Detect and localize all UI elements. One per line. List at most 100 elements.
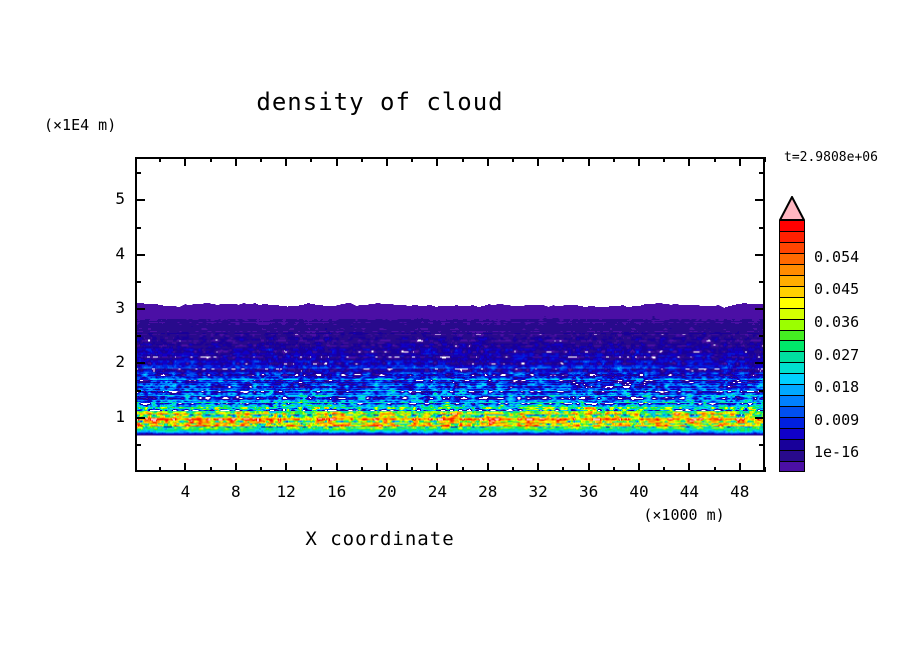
x-tick-minor xyxy=(310,467,313,472)
colorbar-segment xyxy=(779,329,805,341)
y-tick-minor-right xyxy=(759,443,765,446)
y-tick-label: 4 xyxy=(115,243,125,263)
colorbar-tick-label: 0.027 xyxy=(814,345,860,364)
x-tick-label: 20 xyxy=(377,482,397,501)
colorbar-segment xyxy=(779,285,805,297)
x-tick-minor-top xyxy=(612,157,615,162)
x-tick-major xyxy=(335,463,338,472)
x-tick-major xyxy=(638,463,640,472)
y-tick-major-right xyxy=(755,362,765,365)
x-tick-minor xyxy=(562,467,565,472)
y-tick-label: 3 xyxy=(115,298,125,318)
x-tick-major xyxy=(234,463,237,472)
x-axis-title: X coordinate xyxy=(305,528,455,550)
y-tick-label: 5 xyxy=(115,189,125,209)
y-tick-major xyxy=(135,253,145,256)
x-tick-major-top xyxy=(436,157,439,166)
x-tick-minor xyxy=(260,467,262,472)
x-tick-minor-top xyxy=(512,157,514,162)
colorbar-segment xyxy=(779,428,805,440)
x-tick-minor xyxy=(713,467,716,472)
y-tick-minor-right xyxy=(759,172,765,175)
x-tick-label: 12 xyxy=(276,482,296,501)
y-tick-major xyxy=(135,416,145,419)
y-tick-minor-right xyxy=(759,389,765,392)
x-tick-major-top xyxy=(285,157,288,166)
x-tick-major-top xyxy=(386,157,388,166)
colorbar-segment xyxy=(779,460,805,472)
x-tick-label: 28 xyxy=(478,482,498,501)
chart-title: density of cloud xyxy=(256,88,504,116)
colorbar-segment xyxy=(779,263,805,275)
colorbar-segment xyxy=(779,439,805,451)
x-tick-minor xyxy=(764,467,766,472)
x-tick-minor xyxy=(461,467,464,472)
x-tick-label: 40 xyxy=(629,482,649,501)
y-axis-unit-label: (×1E4 m) xyxy=(44,116,117,134)
x-tick-minor-top xyxy=(260,157,262,162)
y-tick-minor xyxy=(135,280,141,283)
colorbar-tick-label: 1e-16 xyxy=(814,443,860,462)
x-tick-minor xyxy=(612,467,615,472)
x-tick-major-top xyxy=(184,157,187,166)
colorbar-segment xyxy=(779,351,805,363)
x-tick-major-top xyxy=(537,157,540,166)
x-tick-major xyxy=(436,463,439,472)
colorbar-tick-label: 0.018 xyxy=(814,378,860,397)
x-tick-label: 48 xyxy=(730,482,750,501)
y-tick-major xyxy=(135,362,145,365)
colorbar-segment xyxy=(779,230,805,242)
x-tick-major xyxy=(184,463,187,472)
x-tick-label: 16 xyxy=(326,482,347,501)
x-tick-label: 8 xyxy=(230,482,241,501)
x-tick-major-top xyxy=(234,157,237,166)
colorbar-tick-label: 0.054 xyxy=(814,247,860,266)
colorbar-segment xyxy=(779,384,805,396)
x-tick-major xyxy=(537,463,540,472)
colorbar-segment xyxy=(779,373,805,385)
time-annotation: t=2.9808e+06 xyxy=(784,150,878,165)
colorbar-segment xyxy=(779,406,805,418)
y-tick-major xyxy=(135,199,145,202)
x-tick-major xyxy=(688,463,691,472)
x-tick-label: 4 xyxy=(180,482,191,501)
x-tick-label: 24 xyxy=(427,482,448,501)
x-tick-minor xyxy=(159,467,162,472)
x-tick-minor-top xyxy=(159,157,162,162)
x-tick-major-top xyxy=(335,157,338,166)
x-tick-major-top xyxy=(486,157,489,166)
x-tick-label: 32 xyxy=(528,482,548,501)
y-tick-minor xyxy=(135,335,141,338)
x-tick-major-top xyxy=(738,157,741,166)
x-tick-minor-top xyxy=(562,157,565,162)
x-tick-major xyxy=(587,463,590,472)
y-tick-minor-right xyxy=(759,335,765,338)
x-tick-minor-top xyxy=(360,157,363,162)
colorbar-tick-label: 0.045 xyxy=(814,280,860,299)
x-tick-major-top xyxy=(688,157,691,166)
y-tick-major xyxy=(135,308,145,311)
y-tick-minor xyxy=(135,443,141,446)
y-tick-major-right xyxy=(755,416,765,419)
colorbar-segment xyxy=(779,220,805,231)
y-tick-major-right xyxy=(755,199,765,202)
x-tick-label: 36 xyxy=(578,482,599,501)
y-tick-major-right xyxy=(755,308,765,311)
colorbar-segment xyxy=(779,252,805,264)
y-tick-minor-right xyxy=(759,280,765,283)
x-tick-minor xyxy=(209,467,212,472)
x-tick-minor-top xyxy=(411,157,414,162)
colorbar-segment xyxy=(779,362,805,374)
colorbar-segment xyxy=(779,307,805,319)
colorbar-segment xyxy=(779,318,805,330)
y-tick-label: 2 xyxy=(115,352,125,372)
contour-plot-area xyxy=(135,157,765,472)
x-tick-major xyxy=(285,463,288,472)
x-tick-minor-top xyxy=(461,157,464,162)
x-tick-major xyxy=(386,463,388,472)
colorbar-segment xyxy=(779,395,805,407)
colorbar-tick-label: 0.009 xyxy=(814,410,860,429)
y-tick-major-right xyxy=(755,253,765,256)
colorbar-segment xyxy=(779,340,805,352)
colorbar-segment xyxy=(779,274,805,286)
